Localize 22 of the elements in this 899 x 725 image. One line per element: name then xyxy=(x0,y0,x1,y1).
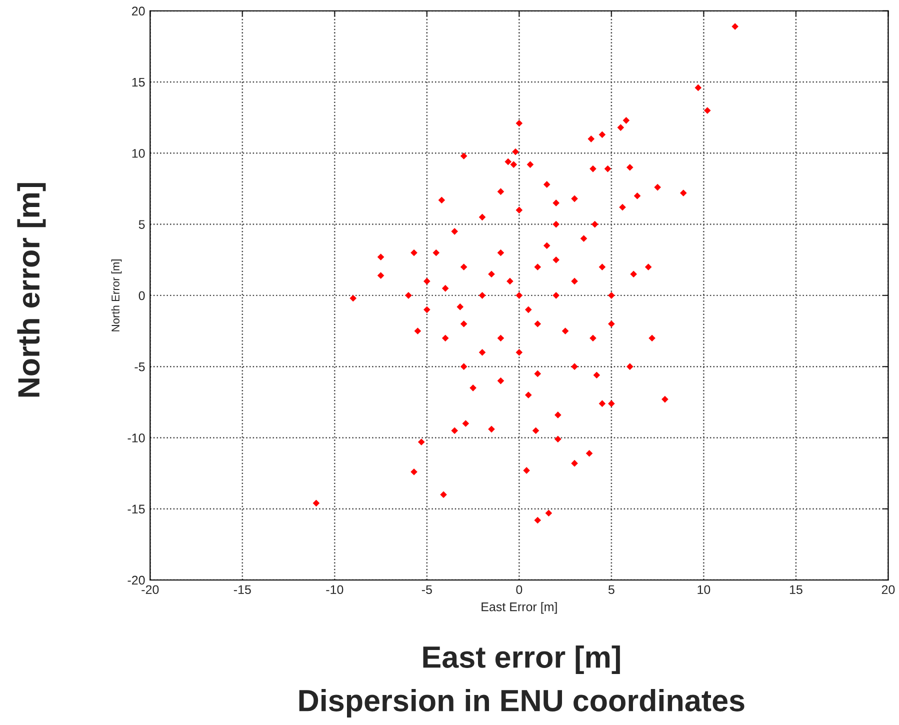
y-tick-label: 10 xyxy=(132,148,145,158)
x-tick-label: 10 xyxy=(698,585,710,594)
x-tick-label: 0 xyxy=(516,585,522,594)
y-axis-title: North Error [m] xyxy=(111,259,122,332)
x-tick-label: -5 xyxy=(422,585,432,594)
x-tick-label: -10 xyxy=(326,585,344,594)
y-tick-label: -10 xyxy=(128,434,145,442)
x-tick-label: 20 xyxy=(882,585,895,594)
y-tick-label: -5 xyxy=(134,362,145,372)
x-axis-title: East Error [m] xyxy=(482,602,557,614)
text: East error [m] xyxy=(423,646,620,674)
text: Dispersion in ENU coordinates xyxy=(299,689,744,718)
y-tick-label: 0 xyxy=(138,291,145,300)
text: North error [m] xyxy=(17,183,46,397)
y-tick-label: -20 xyxy=(128,576,145,585)
y-tick-label: 15 xyxy=(132,78,145,87)
x-tick-label: 15 xyxy=(790,585,802,594)
y-tick-label: -15 xyxy=(128,504,145,514)
y-tick-label: 5 xyxy=(138,220,145,229)
y-tick-label: 20 xyxy=(132,6,145,16)
x-tick-label: 5 xyxy=(608,585,614,594)
x-tick-label: -15 xyxy=(234,585,251,594)
